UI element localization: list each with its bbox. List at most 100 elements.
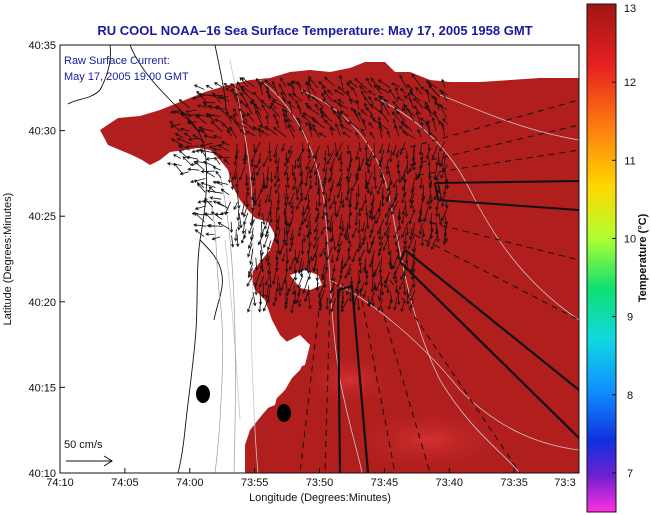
current-vector-arrow (264, 179, 269, 189)
current-vector-arrow (329, 126, 334, 136)
current-vector-arrow (376, 179, 384, 195)
current-vector-arrow (286, 118, 296, 132)
current-vector-arrow (226, 129, 232, 137)
current-vector-arrow (216, 201, 229, 209)
current-vector-arrow (375, 276, 383, 292)
current-vector-arrow (403, 282, 407, 296)
current-vector-arrow (259, 184, 264, 194)
current-vector-arrow (212, 147, 222, 152)
current-vector-arrow (339, 192, 344, 205)
current-vector-arrow (435, 206, 439, 218)
current-vector-arrow (272, 269, 278, 285)
current-vector-arrow (302, 278, 309, 294)
current-vector-arrow (311, 250, 318, 262)
current-vector-arrow (297, 149, 304, 163)
current-vector-arrow (210, 211, 223, 220)
current-vector-arrow (306, 260, 311, 274)
current-vector-arrow (324, 119, 336, 132)
current-vector-arrow (283, 166, 289, 176)
current-vector-arrow (257, 208, 262, 217)
current-vector-arrow (193, 84, 205, 90)
current-vector-arrow (387, 240, 391, 256)
current-vector-arrow (304, 289, 311, 303)
current-vector-arrow (439, 141, 445, 152)
current-vector-arrow (273, 113, 277, 122)
current-vector-arrow (428, 84, 440, 98)
current-vector-arrow (391, 111, 401, 122)
current-vector-arrow (258, 124, 269, 131)
current-vector-arrow (246, 275, 254, 287)
current-vector-arrow (372, 143, 377, 160)
current-vector-arrow (187, 120, 198, 130)
current-vector-arrow (179, 171, 189, 176)
current-vector-arrow (290, 201, 294, 209)
current-vector-arrow (341, 199, 345, 209)
current-vector-arrow (273, 233, 278, 243)
current-vector-arrow (366, 186, 370, 194)
current-vector-arrow (314, 171, 318, 187)
current-vector-arrow (338, 151, 343, 162)
current-vector-arrow (427, 132, 437, 138)
current-vector-arrow (257, 234, 264, 246)
current-vector-arrow (322, 187, 326, 196)
current-vector-arrow (213, 82, 223, 88)
current-vector-arrow (288, 100, 293, 117)
current-vector-arrow (221, 123, 232, 132)
current-vector-arrow (265, 115, 269, 125)
current-vector-arrow (336, 185, 342, 199)
current-vector-arrow (247, 267, 253, 279)
current-vector-arrow (217, 96, 230, 102)
current-vector-arrow (372, 282, 377, 291)
current-vector-arrow (295, 289, 301, 304)
current-vector-arrow (196, 182, 206, 193)
current-vector-arrow (392, 178, 398, 189)
current-vector-arrow (275, 184, 281, 194)
current-vector-arrow (229, 83, 241, 91)
current-vector-arrow (403, 95, 413, 102)
current-vector-arrow (426, 119, 431, 132)
current-vector-arrow (439, 151, 445, 168)
current-vector-arrow (319, 248, 325, 258)
current-vector-arrow (325, 297, 329, 310)
current-vector-arrow (309, 158, 317, 174)
current-vector-arrow (194, 212, 205, 223)
current-vector-arrow (308, 166, 313, 180)
current-vector-arrow (225, 110, 232, 123)
current-vector-arrow (290, 298, 295, 314)
current-vector-arrow (409, 187, 415, 204)
x-tick-label: 73:45 (371, 477, 399, 489)
current-vector-arrow (252, 292, 257, 307)
current-vector-arrow (348, 98, 359, 105)
current-vector-arrow (296, 104, 302, 115)
current-vector-arrow (203, 134, 216, 139)
current-vector-arrow (395, 243, 400, 253)
current-vector-arrow (405, 150, 409, 160)
current-vector-arrow (338, 74, 344, 90)
current-vector-arrow (412, 247, 416, 258)
current-vector-arrow (411, 261, 416, 273)
current-vector-arrow (345, 163, 352, 181)
current-vector-arrow (407, 235, 415, 250)
current-vector-arrow (365, 77, 373, 88)
current-vector-arrow (385, 159, 389, 170)
current-vector-arrow (358, 157, 365, 172)
current-vector-arrow (285, 184, 290, 201)
current-vector-arrow (431, 145, 439, 160)
current-vector-arrow (327, 185, 333, 202)
current-vector-arrow (386, 191, 392, 201)
current-vector-arrow (286, 221, 293, 234)
current-vector-arrow (414, 172, 419, 181)
current-vector-arrow (440, 122, 445, 137)
current-vector-arrow (262, 156, 269, 168)
current-vector-arrow (329, 200, 334, 210)
current-vector-arrow (362, 290, 367, 299)
current-vector-arrow (390, 192, 399, 209)
current-vector-arrow (369, 229, 374, 239)
current-vector-arrow (344, 264, 352, 280)
current-vector-arrow (357, 208, 362, 217)
x-axis: 74:10 74:05 74:00 73:55 73:50 73:45 73:40 73:35… (46, 468, 580, 489)
current-vector-arrow (240, 92, 247, 103)
current-vectors (166, 73, 450, 314)
current-vector-arrow (269, 172, 274, 183)
current-vector-arrow (258, 81, 263, 96)
